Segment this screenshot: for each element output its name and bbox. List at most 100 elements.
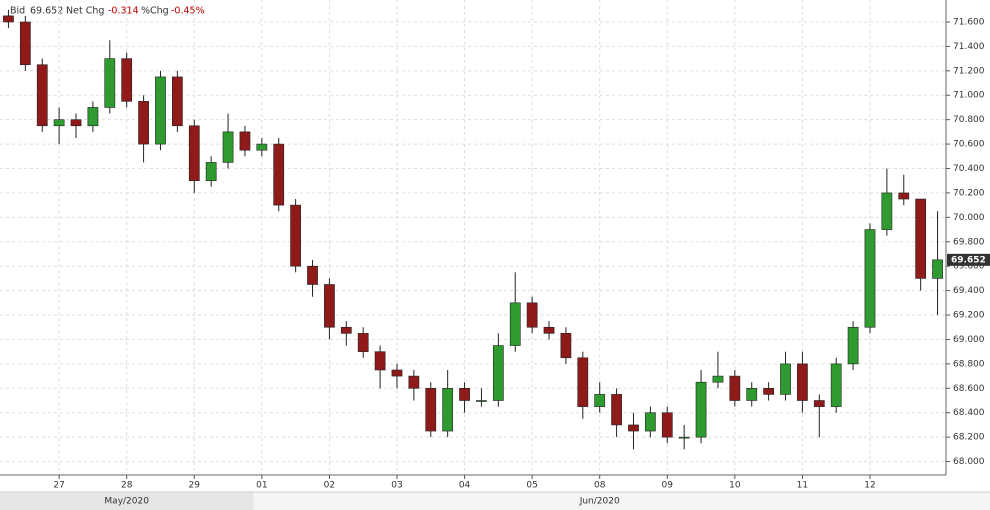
last-price-box (947, 253, 990, 266)
last-price-label: 69.652 (951, 255, 986, 265)
candle-body (273, 143, 285, 206)
candle-body (645, 412, 656, 432)
y-tick-label: 71.000 (953, 91, 985, 101)
y-tick-label: 69.200 (953, 311, 985, 321)
candle-body (881, 192, 893, 230)
x-tick-label: 28 (121, 481, 133, 491)
y-tick-label: 70.600 (953, 140, 985, 150)
y-tick-label: 69.800 (953, 237, 985, 247)
candle-body (256, 143, 268, 151)
y-tick-label: 71.200 (953, 66, 985, 76)
candle-body (780, 363, 791, 395)
month-shade (0, 492, 254, 510)
y-tick-label: 70.000 (953, 213, 985, 223)
x-tick-label: 29 (189, 481, 201, 491)
candle-body (864, 229, 876, 328)
header: Bid 69.652 Net Chg -0.314 %Chg -0.45% (10, 6, 205, 17)
candle-body (492, 345, 504, 401)
candle-body (425, 388, 437, 432)
y-tick-label: 69.400 (953, 286, 985, 296)
candle-body (678, 436, 690, 439)
y-tick-label: 70.200 (953, 188, 985, 198)
candle-body (628, 424, 639, 432)
candle-body (915, 198, 927, 279)
x-tick-label: 01 (256, 481, 267, 491)
candle-body (155, 76, 166, 145)
candle-body (53, 119, 65, 127)
candle-body (239, 131, 251, 151)
candle-body (36, 64, 48, 127)
x-tick-label: 08 (594, 481, 606, 491)
y-tick-label: 68.600 (953, 384, 985, 394)
candle-body (543, 326, 555, 334)
candle-body (340, 326, 352, 334)
pct-chg-label: %Chg (141, 6, 169, 17)
y-tick-label: 69.600 (953, 262, 985, 272)
bid-value: 69.652 (30, 6, 63, 17)
candle-body (898, 192, 910, 200)
candle-body (746, 388, 758, 401)
candle-body (408, 375, 420, 389)
candle-body (104, 58, 116, 108)
candle-body (70, 119, 82, 127)
net-chg-label: Net Chg (66, 6, 104, 17)
bid-label: Bid (10, 6, 25, 17)
candle-body (526, 302, 538, 328)
candle-body (3, 15, 14, 23)
candle-body (442, 388, 454, 432)
candle-body (290, 204, 301, 267)
candle-body (205, 162, 217, 182)
y-tick-label: 68.400 (953, 408, 985, 418)
net-chg-value: -0.314 (108, 6, 139, 17)
pct-chg-value: -0.45% (171, 6, 205, 17)
x-tick-label: 27 (53, 481, 64, 491)
y-tick-label: 70.400 (953, 164, 985, 174)
month-label: May/2020 (104, 497, 149, 507)
candle-body (307, 265, 318, 285)
y-tick-label: 68.000 (953, 457, 985, 467)
x-tick-label: 10 (729, 481, 741, 491)
month-label: Jun/2020 (579, 497, 620, 507)
candle-body (459, 388, 470, 401)
candle-body (813, 400, 825, 407)
x-tick-label: 09 (662, 481, 674, 491)
y-tick-label: 71.600 (953, 17, 985, 27)
candle-body (509, 302, 521, 346)
y-tick-label: 69.000 (953, 335, 985, 345)
candle-body (729, 375, 741, 401)
candle-body (594, 394, 606, 407)
candle-body (87, 107, 99, 127)
candle-body (172, 76, 183, 127)
candle-body (138, 101, 149, 145)
y-tick-label: 71.400 (953, 42, 985, 52)
x-tick-label: 03 (391, 481, 402, 491)
candle-body (222, 131, 234, 163)
candle-body (830, 363, 842, 407)
y-tick-label: 68.800 (953, 359, 985, 369)
candle-body (661, 412, 673, 438)
candle-body (476, 400, 487, 402)
candle-body (797, 363, 808, 401)
candle-body (695, 381, 707, 438)
x-tick-label: 04 (459, 481, 471, 491)
candle-body (19, 21, 31, 66)
candle-body (847, 326, 859, 365)
candle-body (391, 369, 403, 377)
candle-body (712, 375, 724, 383)
candle-body (357, 333, 369, 352)
candle-body (763, 388, 774, 395)
y-tick-label: 68.200 (953, 433, 985, 443)
candle-body (560, 333, 572, 359)
y-tick-label: 70.800 (953, 115, 985, 125)
candle-body (121, 58, 133, 102)
candle-body (374, 351, 386, 371)
candle-body (577, 357, 589, 407)
x-tick-label: 05 (526, 481, 537, 491)
x-tick-label: 02 (324, 481, 335, 491)
candle-body (932, 259, 943, 279)
x-tick-label: 11 (797, 481, 808, 491)
candle-body (324, 284, 335, 328)
candle-body (188, 125, 200, 182)
